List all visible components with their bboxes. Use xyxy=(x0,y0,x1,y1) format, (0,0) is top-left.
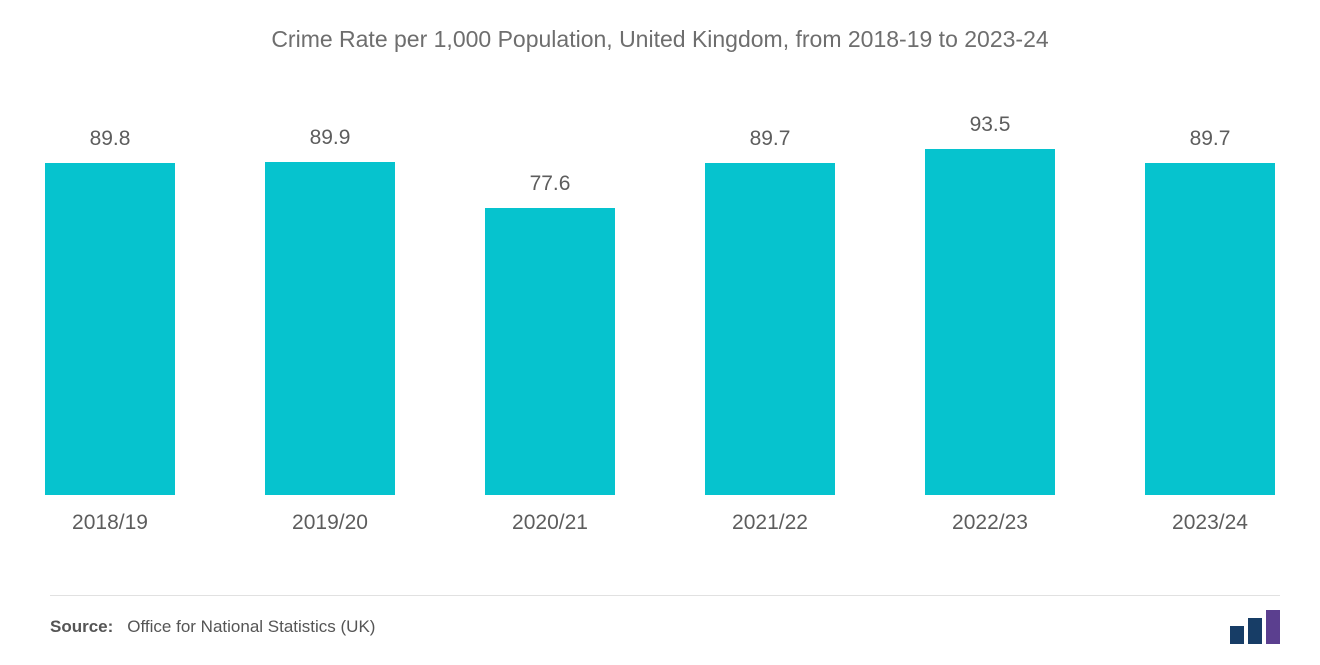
bar-category-label: 2023/24 xyxy=(1172,511,1248,535)
bar-value-label: 89.7 xyxy=(750,127,791,151)
bar-slot: 89.72021/22 xyxy=(705,125,835,495)
source-line: Source: Office for National Statistics (… xyxy=(50,617,375,637)
logo-bar-icon xyxy=(1248,618,1262,644)
bar-category-label: 2020/21 xyxy=(512,511,588,535)
bar-value-label: 77.6 xyxy=(530,172,571,196)
bar-rect xyxy=(45,163,175,495)
chart-plot-area: 89.82018/19 89.92019/20 77.62020/21 89.7202… xyxy=(45,125,1275,495)
logo-bar-icon xyxy=(1266,610,1280,644)
source-label: Source: xyxy=(50,617,113,637)
source-text: Office for National Statistics (UK) xyxy=(127,617,375,637)
bar-slot: 89.92019/20 xyxy=(265,125,395,495)
bar-category-label: 2018/19 xyxy=(72,511,148,535)
chart-footer: Source: Office for National Statistics (… xyxy=(50,595,1280,641)
chart-title: Crime Rate per 1,000 Population, United … xyxy=(0,26,1320,53)
bar-slot: 89.72023/24 xyxy=(1145,125,1275,495)
chart-figure: Crime Rate per 1,000 Population, United … xyxy=(0,0,1320,665)
bar-value-label: 89.7 xyxy=(1190,127,1231,151)
bar-category-label: 2021/22 xyxy=(732,511,808,535)
bar-value-label: 89.8 xyxy=(90,127,131,151)
bar-rect xyxy=(925,149,1055,495)
bar-rect xyxy=(705,163,835,495)
bar-category-label: 2022/23 xyxy=(952,511,1028,535)
bar-rect xyxy=(265,162,395,495)
bar-rect xyxy=(1145,163,1275,495)
bar-slot: 77.62020/21 xyxy=(485,125,615,495)
bar-value-label: 93.5 xyxy=(970,113,1011,137)
bar-category-label: 2019/20 xyxy=(292,511,368,535)
logo-bar-icon xyxy=(1230,626,1244,644)
bar-slot: 89.82018/19 xyxy=(45,125,175,495)
bar-slot: 93.52022/23 xyxy=(925,125,1055,495)
bar-rect xyxy=(485,208,615,495)
bar-value-label: 89.9 xyxy=(310,126,351,150)
brand-logo xyxy=(1230,610,1280,644)
